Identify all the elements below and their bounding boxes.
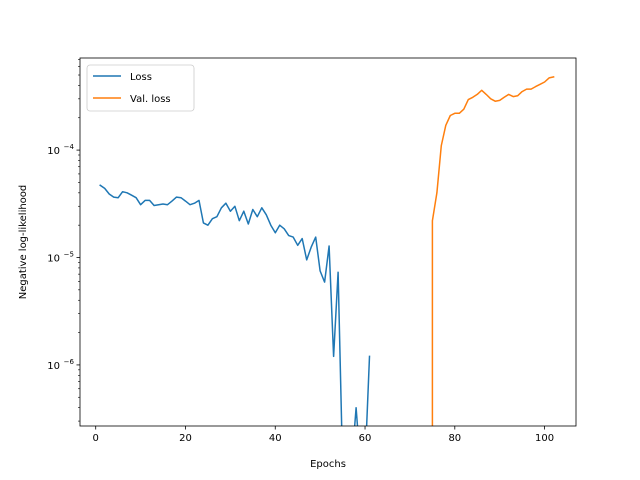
y-tick-label: 10 [47, 146, 60, 157]
x-tick-label: 60 [359, 433, 372, 444]
y-tick-exponent: −4 [64, 143, 75, 151]
legend-label-loss: Loss [130, 72, 152, 83]
plot-area [99, 76, 555, 426]
x-tick-label: 100 [535, 433, 554, 444]
legend-label-val-loss: Val. loss [130, 94, 171, 105]
x-axis-title: Epochs [310, 459, 346, 470]
x-tick-label: 20 [179, 433, 192, 444]
y-tick-exponent: −5 [64, 251, 74, 259]
series-line-val-loss [431, 76, 555, 426]
y-tick-label: 10 [47, 361, 60, 372]
y-axis: 10 −6 10 −5 10 −4 [47, 59, 80, 422]
x-tick-label: 40 [269, 433, 282, 444]
x-axis: 0 20 40 60 80 100 [93, 426, 554, 444]
axes-frame [79, 57, 577, 427]
series-line-loss [99, 184, 371, 426]
y-tick-exponent: −6 [64, 358, 75, 366]
y-axis-title: Negative log-likelihood [18, 185, 29, 300]
legend: Loss Val. loss [86, 64, 195, 112]
x-tick-label: 80 [448, 433, 461, 444]
y-tick-label: 10 [47, 254, 60, 265]
x-tick-label: 0 [93, 433, 99, 444]
